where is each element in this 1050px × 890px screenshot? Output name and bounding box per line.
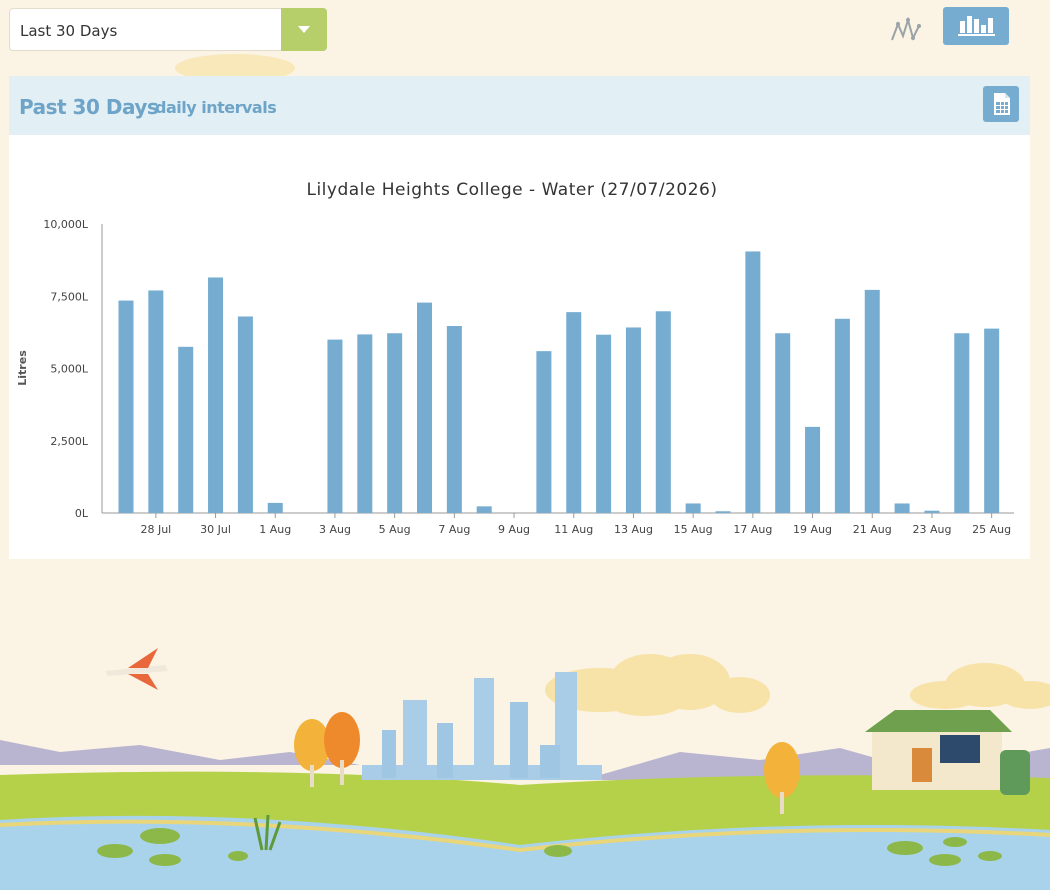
bar-14-aug — [655, 311, 671, 513]
lily-pads-icon — [97, 828, 1002, 866]
bar-chart-icon — [958, 16, 995, 36]
bar-17-aug — [745, 251, 761, 513]
bar-28-jul — [148, 290, 164, 513]
x-tick-label: 3 Aug — [319, 523, 351, 536]
chart-panel-header: Past 30 Days daily intervals — [9, 76, 1030, 135]
bar-19-aug — [805, 426, 821, 513]
bar-chart-button[interactable] — [943, 7, 1009, 45]
x-tick-label: 13 Aug — [614, 523, 653, 536]
bar-5-aug — [387, 333, 403, 513]
airplane-icon — [105, 648, 168, 690]
x-tick-label: 21 Aug — [853, 523, 892, 536]
autumn-tree-right-icon — [764, 742, 800, 814]
y-tick-label: 10,000L — [43, 218, 88, 231]
line-chart-button[interactable] — [884, 10, 928, 46]
export-spreadsheet-button[interactable] — [983, 86, 1019, 122]
x-tick-label: 30 Jul — [200, 523, 231, 536]
date-range-value: Last 30 Days — [20, 22, 118, 40]
river-icon — [0, 815, 1050, 890]
y-tick-label: 0L — [75, 507, 89, 520]
cloud-top-icon — [175, 54, 295, 82]
bar-31-jul — [237, 316, 253, 513]
x-tick-label: 9 Aug — [498, 523, 530, 536]
bar-18-aug — [775, 333, 791, 513]
y-axis-label: Litres — [16, 350, 29, 386]
bar-8-aug — [476, 506, 492, 513]
bar-27-jul — [118, 300, 134, 513]
y-tick-label: 7,500L — [50, 290, 88, 303]
bar-22-aug — [894, 503, 910, 513]
x-tick-label: 17 Aug — [733, 523, 772, 536]
bar-12-aug — [596, 334, 612, 513]
x-tick-label: 15 Aug — [674, 523, 713, 536]
x-tick-label: 7 Aug — [438, 523, 470, 536]
chart-area: Lilydale Heights College - Water (27/07/… — [9, 135, 1030, 559]
bar-11-aug — [566, 312, 582, 513]
bar-7-aug — [446, 326, 462, 513]
y-tick-label: 2,500L — [50, 435, 88, 448]
date-range-select[interactable]: Last 30 Days — [9, 8, 327, 51]
x-tick-label: 5 Aug — [379, 523, 411, 536]
city-skyline-icon — [362, 672, 602, 780]
x-tick-label: 1 Aug — [259, 523, 291, 536]
cloud-middle-icon — [605, 654, 770, 716]
x-tick-label: 11 Aug — [554, 523, 593, 536]
bar-15-aug — [685, 503, 701, 513]
x-tick-label: 28 Jul — [140, 523, 171, 536]
house-icon — [865, 710, 1030, 795]
x-tick-label: 19 Aug — [793, 523, 832, 536]
spreadsheet-icon — [994, 93, 1010, 115]
bar-25-aug — [984, 328, 1000, 513]
bar-3-aug — [327, 339, 343, 513]
bar-16-aug — [715, 511, 731, 513]
line-chart-icon — [891, 16, 921, 41]
chart-title: Lilydale Heights College - Water (27/07/… — [306, 180, 717, 200]
bar-13-aug — [625, 327, 641, 513]
panel-title: Past 30 Days — [19, 95, 159, 119]
bar-1-aug — [267, 502, 283, 513]
x-tick-label: 25 Aug — [972, 523, 1011, 536]
bar-4-aug — [357, 334, 373, 513]
bar-21-aug — [864, 289, 880, 513]
bar-24-aug — [954, 333, 970, 513]
chevron-down-icon[interactable] — [281, 8, 327, 51]
water-usage-bar-chart: Lilydale Heights College - Water (27/07/… — [16, 180, 1014, 536]
bar-10-aug — [536, 351, 552, 513]
x-tick-label: 23 Aug — [912, 523, 951, 536]
bar-6-aug — [417, 302, 432, 513]
y-tick-label: 5,000L — [50, 363, 88, 376]
reeds-icon — [253, 814, 282, 851]
bar-29-jul — [178, 346, 194, 513]
panel-subtitle: daily intervals — [155, 98, 277, 117]
cloud-right-icon — [910, 663, 1050, 709]
bar-23-aug — [924, 510, 940, 513]
autumn-trees-left-icon — [294, 712, 360, 787]
mountains-icon — [0, 740, 360, 765]
bar-30-jul — [208, 277, 224, 513]
bar-20-aug — [834, 318, 850, 513]
